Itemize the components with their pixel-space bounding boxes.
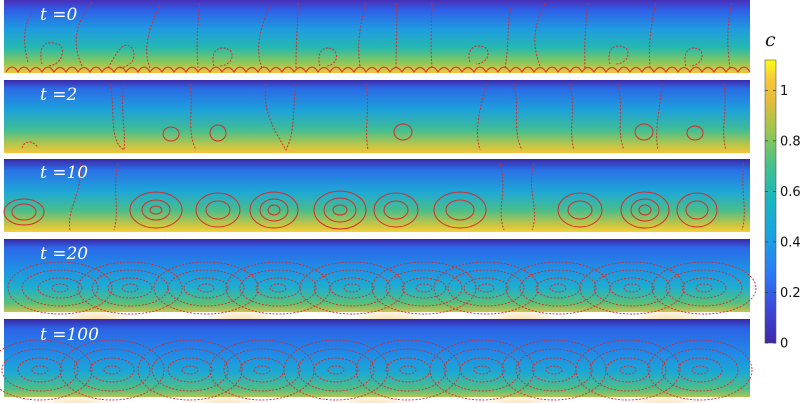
colorbar-tick-label: 0.4 — [780, 235, 801, 250]
panel-t0-bottom-cells — [5, 66, 751, 73]
panel-label-t10: t =10 — [40, 163, 88, 183]
panel-t100-plumes — [38, 371, 702, 403]
colorbar: c 1 0.8 0.6 0.4 0.2 0 — [764, 29, 801, 352]
panel-t10-rolls — [3, 190, 718, 230]
colorbar-tick-label: 0.6 — [780, 185, 801, 200]
panel-label-t100: t =100 — [40, 325, 99, 345]
panel-label-t20: t =20 — [40, 244, 88, 264]
panel-t2: t =2 — [4, 80, 750, 153]
panel-t10: t =10 — [3, 159, 750, 232]
panel-label-t2: t =2 — [40, 85, 77, 105]
panel-t0-streamlines — [24, 1, 733, 69]
colorbar-ticks: 1 0.8 0.6 0.4 0.2 0 — [765, 84, 801, 352]
panel-t20-rolls — [7, 261, 757, 315]
panel-t0-field — [4, 0, 750, 73]
colorbar-gradient — [764, 59, 777, 344]
colorbar-tick-label: 0 — [780, 337, 788, 352]
panel-t2-field — [4, 80, 750, 153]
panel-t100: t =100 — [0, 319, 753, 403]
panel-t2-rolls — [162, 123, 704, 142]
panel-t10-streamlines — [68, 162, 745, 231]
panel-t100-rolls — [0, 339, 753, 401]
colorbar-tick-label: 0.2 — [780, 286, 801, 301]
colorbar-tick-label: 0.8 — [780, 134, 801, 149]
panel-t10-field — [4, 159, 750, 232]
colorbar-tick-label: 1 — [780, 84, 788, 99]
colorbar-title: c — [765, 29, 776, 51]
panel-t0: t =0 — [4, 0, 751, 73]
panel-t2-streamlines — [21, 83, 727, 152]
panel-label-t0: t =0 — [40, 5, 77, 25]
